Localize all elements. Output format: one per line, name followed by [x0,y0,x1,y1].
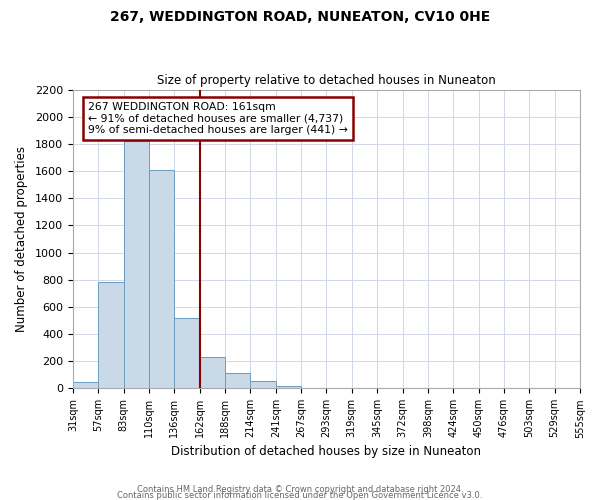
Text: Contains public sector information licensed under the Open Government Licence v3: Contains public sector information licen… [118,490,482,500]
Bar [250,381,276,388]
Bar [73,382,98,388]
Bar [149,170,175,388]
Bar [200,357,225,388]
Bar [98,282,124,389]
Title: Size of property relative to detached houses in Nuneaton: Size of property relative to detached ho… [157,74,496,87]
Text: 267 WEDDINGTON ROAD: 161sqm
← 91% of detached houses are smaller (4,737)
9% of s: 267 WEDDINGTON ROAD: 161sqm ← 91% of det… [88,102,348,134]
Bar [175,318,200,388]
Bar [124,141,149,388]
Bar [276,386,301,388]
Bar [225,374,250,388]
Text: 267, WEDDINGTON ROAD, NUNEATON, CV10 0HE: 267, WEDDINGTON ROAD, NUNEATON, CV10 0HE [110,10,490,24]
X-axis label: Distribution of detached houses by size in Nuneaton: Distribution of detached houses by size … [172,444,481,458]
Y-axis label: Number of detached properties: Number of detached properties [15,146,28,332]
Text: Contains HM Land Registry data © Crown copyright and database right 2024.: Contains HM Land Registry data © Crown c… [137,484,463,494]
